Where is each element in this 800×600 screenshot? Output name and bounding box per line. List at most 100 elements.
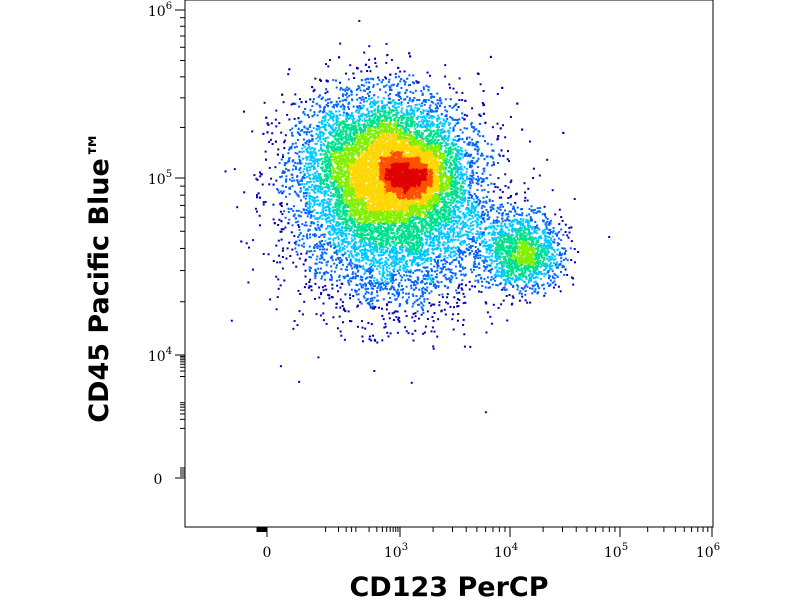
event-dot bbox=[413, 114, 416, 117]
event-dot bbox=[280, 131, 283, 134]
event-dot bbox=[409, 152, 412, 155]
event-dot bbox=[409, 112, 412, 115]
event-dot bbox=[347, 105, 350, 108]
event-dot bbox=[323, 170, 326, 173]
event-dot bbox=[295, 145, 298, 148]
event-dot bbox=[321, 208, 324, 211]
event-dot bbox=[350, 155, 353, 158]
event-dot bbox=[355, 254, 358, 257]
event-dot bbox=[256, 196, 258, 199]
event-dot bbox=[466, 114, 469, 117]
event-dot bbox=[466, 162, 469, 165]
event-dot bbox=[422, 86, 425, 89]
event-dot bbox=[443, 152, 446, 155]
event-dot bbox=[319, 173, 322, 176]
event-dot bbox=[417, 241, 420, 244]
event-dot bbox=[390, 203, 393, 206]
event-dot bbox=[338, 100, 341, 103]
event-dot bbox=[373, 228, 376, 231]
event-dot bbox=[391, 214, 394, 217]
event-dot bbox=[406, 118, 409, 121]
event-dot bbox=[346, 134, 349, 137]
event-dot bbox=[345, 120, 348, 123]
event-dot bbox=[358, 19, 361, 22]
event-dot bbox=[383, 179, 386, 182]
event-dot bbox=[444, 98, 447, 101]
event-dot bbox=[447, 220, 450, 223]
event-dot bbox=[436, 107, 439, 110]
event-dot bbox=[317, 96, 320, 99]
event-dot bbox=[352, 105, 355, 108]
event-dot bbox=[281, 192, 284, 195]
event-dot bbox=[314, 154, 317, 157]
event-dot bbox=[397, 95, 400, 97]
event-dot bbox=[327, 102, 329, 105]
event-dot bbox=[395, 251, 397, 254]
event-dot bbox=[353, 184, 356, 187]
event-dot bbox=[366, 130, 369, 133]
event-dot bbox=[345, 128, 348, 131]
event-dot bbox=[393, 103, 396, 106]
event-dot bbox=[353, 140, 356, 143]
event-dot bbox=[339, 186, 341, 188]
event-dot bbox=[330, 184, 333, 187]
event-dot bbox=[374, 62, 377, 64]
event-dot bbox=[337, 171, 340, 174]
event-dot bbox=[346, 245, 349, 248]
event-dot bbox=[271, 132, 274, 135]
event-dot bbox=[347, 249, 350, 252]
event-dot bbox=[422, 210, 425, 213]
event-dot bbox=[311, 155, 314, 158]
event-dot bbox=[392, 222, 395, 225]
event-dot bbox=[304, 221, 307, 224]
event-dot bbox=[377, 96, 380, 99]
event-dot bbox=[372, 155, 375, 158]
event-dot bbox=[387, 167, 390, 170]
event-dot bbox=[428, 223, 431, 226]
event-dot bbox=[419, 105, 422, 108]
event-dot bbox=[442, 168, 445, 171]
event-dot bbox=[385, 246, 388, 249]
event-dot bbox=[367, 127, 370, 130]
event-dot bbox=[452, 175, 455, 178]
event-dot bbox=[400, 111, 403, 114]
event-dot bbox=[327, 125, 330, 127]
event-dot bbox=[329, 200, 331, 203]
event-dot bbox=[403, 70, 406, 73]
event-dot bbox=[392, 114, 395, 116]
event-dot bbox=[367, 167, 370, 170]
event-dot bbox=[330, 110, 333, 113]
event-dot bbox=[455, 118, 458, 121]
event-dot bbox=[320, 157, 323, 160]
event-dot bbox=[470, 207, 473, 210]
event-dot bbox=[421, 92, 424, 95]
event-dot bbox=[471, 138, 474, 141]
event-dot bbox=[306, 176, 308, 179]
event-dot bbox=[467, 177, 470, 180]
event-dot bbox=[455, 139, 458, 142]
event-dot bbox=[473, 193, 476, 195]
event-dot bbox=[342, 88, 344, 91]
event-dot bbox=[424, 101, 427, 103]
event-dot bbox=[447, 137, 450, 140]
event-dot bbox=[318, 110, 321, 113]
event-dot bbox=[375, 180, 378, 183]
event-dot bbox=[311, 198, 314, 201]
event-dot bbox=[339, 42, 342, 45]
event-dot bbox=[339, 169, 342, 172]
event-dot bbox=[301, 179, 303, 182]
event-dot bbox=[348, 128, 351, 131]
event-dot bbox=[342, 223, 345, 225]
event-dot bbox=[412, 228, 415, 231]
event-dot bbox=[326, 90, 329, 93]
event-dot bbox=[445, 157, 448, 160]
event-dot bbox=[364, 78, 367, 81]
event-dot bbox=[324, 99, 327, 102]
event-dot bbox=[423, 211, 426, 214]
event-dot bbox=[315, 142, 318, 145]
event-dot bbox=[308, 166, 311, 169]
event-dot bbox=[326, 98, 329, 101]
event-dot bbox=[447, 161, 450, 164]
event-dot bbox=[413, 153, 416, 156]
event-dot bbox=[429, 129, 432, 132]
